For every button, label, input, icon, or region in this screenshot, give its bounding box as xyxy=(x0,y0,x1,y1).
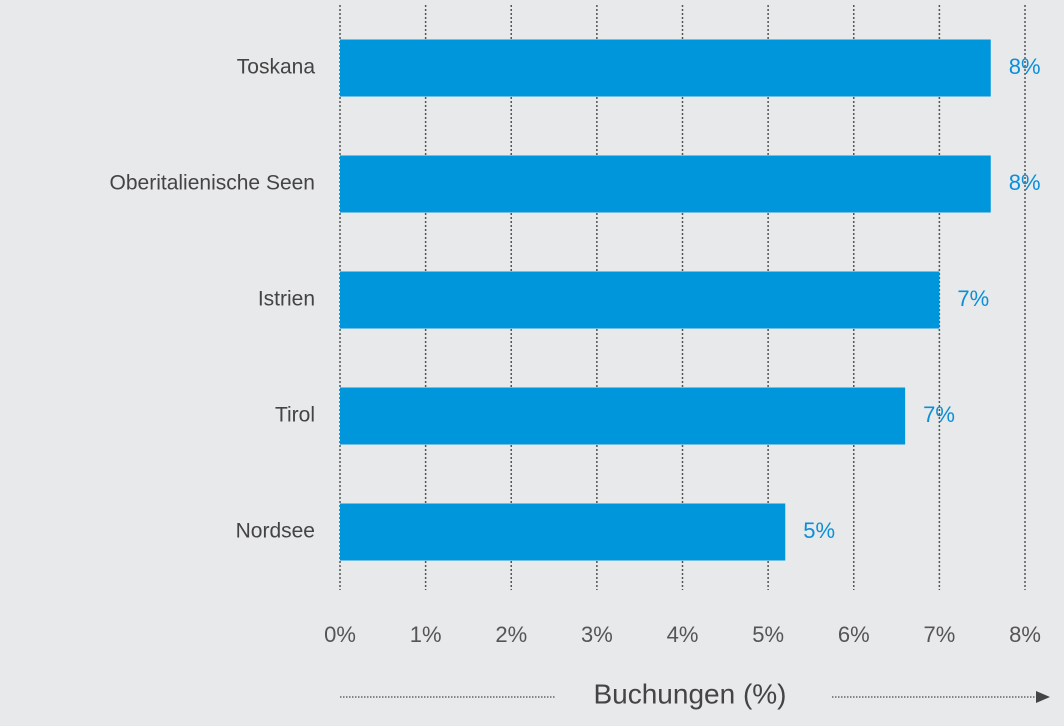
value-label: 8% xyxy=(1009,54,1041,79)
x-tick-label: 5% xyxy=(752,622,784,647)
bar xyxy=(340,39,991,97)
y-tick-label: Oberitalienische Seen xyxy=(110,172,315,195)
x-axis-label: Buchungen (%) xyxy=(593,678,786,709)
value-label: 7% xyxy=(957,286,989,311)
x-tick-label: 2% xyxy=(495,622,527,647)
bar xyxy=(340,503,786,561)
x-tick-label: 7% xyxy=(923,622,955,647)
value-label: 7% xyxy=(923,402,955,427)
y-tick-label: Tirol xyxy=(275,404,315,427)
bar xyxy=(340,155,991,213)
bar xyxy=(340,271,940,329)
y-tick-label: Nordsee xyxy=(236,520,315,543)
x-tick-label: 6% xyxy=(838,622,870,647)
value-label: 5% xyxy=(803,518,835,543)
bar xyxy=(340,387,906,445)
x-tick-label: 8% xyxy=(1009,622,1041,647)
axis-arrow-head xyxy=(1036,691,1050,703)
y-tick-label: Istrien xyxy=(258,288,315,311)
x-tick-label: 0% xyxy=(324,622,356,647)
x-tick-label: 1% xyxy=(410,622,442,647)
value-label: 8% xyxy=(1009,170,1041,195)
x-tick-label: 4% xyxy=(667,622,699,647)
x-tick-label: 3% xyxy=(581,622,613,647)
y-tick-label: Toskana xyxy=(237,56,316,79)
